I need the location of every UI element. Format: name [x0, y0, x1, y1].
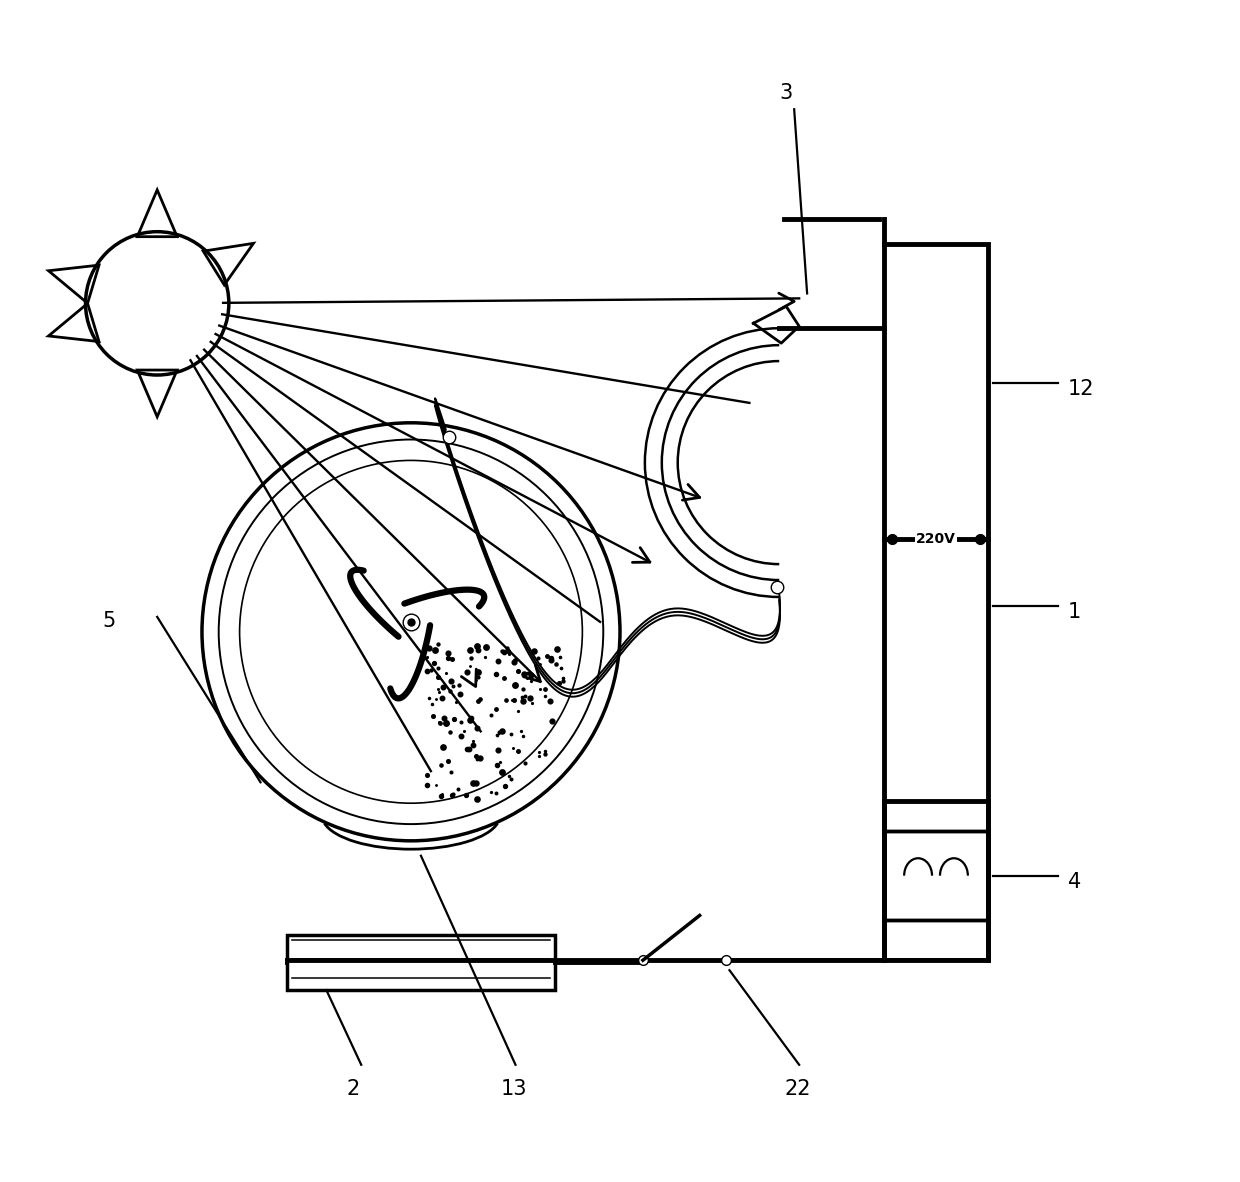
- Bar: [884, 831, 988, 921]
- Bar: [884, 243, 988, 801]
- Text: 3: 3: [779, 83, 792, 103]
- Text: 4: 4: [1068, 871, 1081, 891]
- Text: 220V: 220V: [916, 532, 956, 546]
- Text: 1: 1: [1068, 602, 1081, 622]
- Text: 2: 2: [346, 1079, 360, 1098]
- Text: 13: 13: [501, 1079, 527, 1098]
- Text: 5: 5: [103, 611, 115, 631]
- Text: 12: 12: [1068, 379, 1095, 400]
- Text: 22: 22: [784, 1079, 811, 1098]
- Bar: [286, 935, 556, 991]
